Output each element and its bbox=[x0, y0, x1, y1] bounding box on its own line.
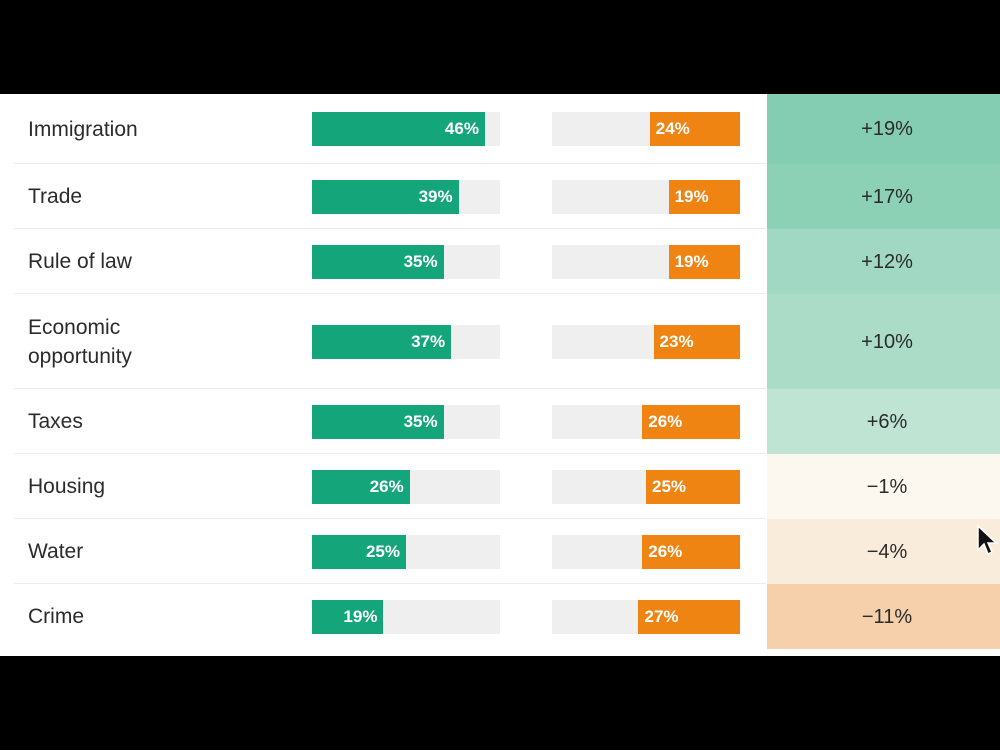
right-bar-track: 26% bbox=[552, 534, 740, 569]
table-row: Housing 26% 25% −1% bbox=[0, 454, 1000, 519]
bar-series-1: 39% bbox=[312, 179, 459, 214]
row-divider bbox=[14, 453, 766, 454]
category-label: Economic opportunity bbox=[28, 315, 132, 368]
table-row: Rule of law 35% 19% +12% bbox=[0, 229, 1000, 294]
right-bar-track: 19% bbox=[552, 179, 740, 214]
difference-label: +10% bbox=[861, 330, 913, 353]
difference-cell: +17% bbox=[767, 164, 1000, 229]
bar-series-2: 26% bbox=[642, 534, 740, 569]
row-divider bbox=[14, 388, 766, 389]
bar-series-2: 27% bbox=[638, 599, 740, 634]
bar-series-1: 35% bbox=[312, 244, 444, 279]
table-row: Immigration 46% 24% +19% bbox=[0, 94, 1000, 164]
difference-label: −4% bbox=[866, 540, 908, 563]
difference-cell: +6% bbox=[767, 389, 1000, 454]
difference-label: −1% bbox=[866, 475, 908, 498]
left-bar-track: 46% bbox=[312, 112, 500, 146]
bar-series-1: 25% bbox=[312, 534, 406, 569]
left-bar-track: 35% bbox=[312, 244, 500, 279]
category-label: Taxes bbox=[28, 410, 83, 433]
left-bar-track: 39% bbox=[312, 179, 500, 214]
row-divider bbox=[14, 163, 766, 164]
row-divider bbox=[14, 518, 766, 519]
right-bar-track: 25% bbox=[552, 469, 740, 504]
bar-series-2: 19% bbox=[668, 244, 740, 279]
bar-series-2: 25% bbox=[646, 469, 740, 504]
difference-cell: +19% bbox=[767, 94, 1000, 164]
table-row: Taxes 35% 26% +6% bbox=[0, 389, 1000, 454]
category-label: Housing bbox=[28, 475, 106, 498]
difference-label: +19% bbox=[861, 118, 913, 140]
category-label: Trade bbox=[28, 185, 83, 208]
row-divider bbox=[14, 293, 766, 294]
difference-label: −11% bbox=[861, 605, 913, 628]
right-bar-track: 26% bbox=[552, 404, 740, 439]
difference-label: +17% bbox=[861, 185, 913, 208]
chart-frame: Immigration 46% 24% +19% Trade 39% 19% +17% Rule… bbox=[0, 94, 1000, 656]
category-label: Immigration bbox=[28, 117, 138, 141]
bar-series-1: 46% bbox=[312, 112, 485, 146]
difference-label: +6% bbox=[866, 410, 908, 433]
right-bar-track: 23% bbox=[552, 324, 740, 359]
table-row: Crime 19% 27% −11% bbox=[0, 584, 1000, 649]
bar-series-1: 37% bbox=[312, 324, 452, 359]
difference-cell: +10% bbox=[767, 294, 1000, 389]
bar-series-2: 24% bbox=[649, 112, 740, 146]
right-bar-track: 19% bbox=[552, 244, 740, 279]
left-bar-track: 37% bbox=[312, 324, 500, 359]
bar-series-2: 26% bbox=[642, 404, 740, 439]
mouse-cursor-icon bbox=[977, 524, 998, 556]
table-row: Water 25% 26% −4% bbox=[0, 519, 1000, 584]
difference-cell: −4% bbox=[767, 519, 1000, 584]
row-divider bbox=[14, 228, 766, 229]
category-label: Rule of law bbox=[28, 250, 132, 273]
bar-series-1: 35% bbox=[312, 404, 444, 439]
table-row: Economic opportunity 37% 23% +10% bbox=[0, 294, 1000, 389]
bar-series-1: 19% bbox=[312, 599, 384, 634]
left-bar-track: 25% bbox=[312, 534, 500, 569]
table-row: Trade 39% 19% +17% bbox=[0, 164, 1000, 229]
row-divider bbox=[14, 583, 766, 584]
category-label: Crime bbox=[28, 605, 84, 628]
right-bar-track: 27% bbox=[552, 599, 740, 634]
bar-series-2: 19% bbox=[668, 179, 740, 214]
difference-cell: −1% bbox=[767, 454, 1000, 519]
difference-cell: +12% bbox=[767, 229, 1000, 294]
left-bar-track: 19% bbox=[312, 599, 500, 634]
bar-series-2: 23% bbox=[653, 324, 740, 359]
category-label: Water bbox=[28, 540, 84, 563]
left-bar-track: 35% bbox=[312, 404, 500, 439]
difference-cell: −11% bbox=[767, 584, 1000, 649]
right-bar-track: 24% bbox=[552, 112, 740, 146]
difference-label: +12% bbox=[861, 250, 913, 273]
left-bar-track: 26% bbox=[312, 469, 500, 504]
bar-series-1: 26% bbox=[312, 469, 410, 504]
